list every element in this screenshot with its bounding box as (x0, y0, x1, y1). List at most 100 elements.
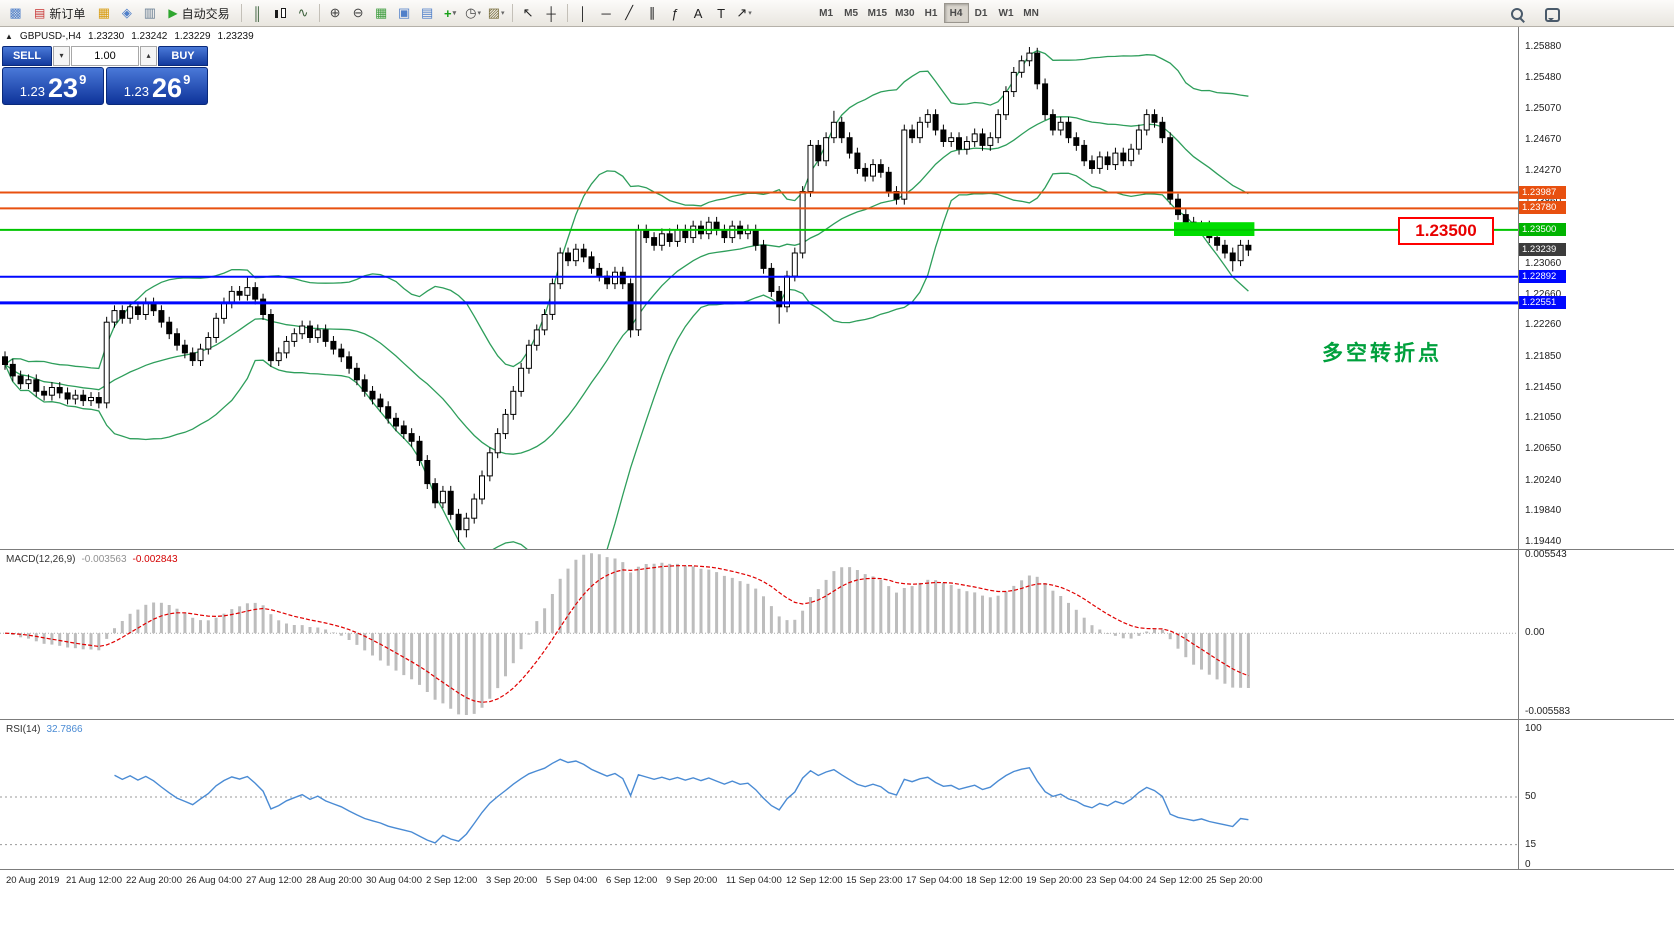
chart-window: ▲ GBPUSD-,H4 1.23230 1.23242 1.23229 1.2… (0, 27, 1674, 891)
macd-indicator-canvas[interactable] (0, 549, 1518, 719)
panel-divider[interactable] (0, 719, 1674, 720)
timeframe-m30-button[interactable]: M30 (891, 3, 918, 23)
time-axis-label: 30 Aug 04:00 (366, 875, 422, 886)
price-line-badge: 1.23239 (1519, 242, 1566, 256)
time-axis-label: 9 Sep 20:00 (666, 875, 718, 886)
cascade-windows-icon[interactable]: ▣ (397, 5, 411, 20)
close-value: 1.23239 (217, 31, 254, 42)
price-axis-label: 1.20650 (1525, 442, 1562, 454)
time-axis-label: 3 Sep 20:00 (486, 875, 538, 886)
rsi-indicator-canvas[interactable] (0, 719, 1518, 869)
time-axis-label: 25 Sep 20:00 (1206, 875, 1263, 886)
fibonacci-icon[interactable]: ƒ (671, 5, 679, 21)
price-axis-label: 1.25070 (1525, 103, 1562, 115)
timeframe-h4-button[interactable]: H4 (943, 3, 969, 23)
open-value: 1.23230 (88, 31, 125, 42)
terminal-icon[interactable]: ▥ (143, 5, 156, 20)
label-icon[interactable]: T (717, 5, 726, 21)
price-axis-label: 1.25480 (1525, 71, 1562, 83)
price-line-badge: 1.23780 (1519, 201, 1566, 215)
autotrading-button[interactable]: ▶ 自动交易 (161, 3, 236, 24)
timeframe-m5-button[interactable]: M5 (839, 3, 864, 23)
sell-price-button[interactable]: 1.23 23 9 (2, 67, 104, 105)
buy-price-point: 9 (183, 72, 191, 87)
bar-chart-icon[interactable]: ║ (252, 5, 262, 21)
timeframe-h1-button[interactable]: H1 (919, 3, 944, 23)
market-watch-icon[interactable]: ▦ (97, 5, 110, 20)
periods-button[interactable]: ◷ ▾ (465, 5, 482, 20)
sell-button[interactable]: SELL (2, 46, 52, 66)
text-icon[interactable]: A (693, 5, 703, 21)
toolbar-separator (318, 4, 320, 22)
low-value: 1.23229 (174, 31, 211, 42)
turning-point-annotation[interactable]: 多空转折点 (1322, 342, 1442, 365)
price-axis-label: 1.24270 (1525, 164, 1562, 176)
macd-signal-value: -0.002843 (132, 554, 178, 565)
zoom-out-icon[interactable]: ⊖ (352, 5, 364, 20)
autotrading-label: 自动交易 (181, 6, 230, 21)
macd-axis-label: 0.005543 (1525, 549, 1567, 560)
time-axis-label: 24 Sep 12:00 (1146, 875, 1203, 886)
candlestick-chart-icon[interactable] (269, 3, 292, 24)
rsi-label: RSI(14) 32.7866 (6, 724, 83, 735)
volume-increase-button[interactable]: ▴ (140, 46, 157, 66)
channel-icon[interactable]: ∥ (648, 5, 656, 20)
buy-price-button[interactable]: 1.23 26 9 (106, 67, 208, 105)
collapse-panel-icon[interactable]: ▲ (5, 32, 13, 41)
rsi-axis-label: 100 (1525, 723, 1542, 734)
panel-divider[interactable] (0, 549, 1674, 550)
vertical-line-icon[interactable]: │ (579, 5, 588, 21)
main-toolbar: ▩ ▤ 新订单 ▦ ◈ ▥ ▶ 自动交易 ║ ∿ ⊕ ⊖ ▦ ▣ ▤ + ▾ ◷ ▾ ▨ ▾ ↖ ┼ │… (0, 0, 1674, 27)
arrange-windows-icon[interactable]: ▤ (420, 5, 434, 20)
timeframe-m15-button[interactable]: M15 (864, 3, 891, 23)
price-axis-label: 1.23060 (1525, 257, 1562, 269)
navigator-icon[interactable]: ◈ (121, 5, 132, 20)
timeframe-w1-button[interactable]: W1 (994, 3, 1019, 23)
macd-axis[interactable]: 0.005543 0.00 -0.005583 (1519, 549, 1674, 719)
indicators-button[interactable]: + ▾ (444, 5, 457, 21)
price-axis-label: 1.19440 (1525, 536, 1562, 547)
new-order-button[interactable]: ▤ 新订单 (27, 3, 92, 24)
search-icon[interactable] (1506, 4, 1529, 25)
sell-price-point: 9 (79, 72, 87, 87)
price-axis-label: 1.19840 (1525, 505, 1562, 517)
price-axis-label: 1.25880 (1525, 41, 1562, 52)
autotrading-icon: ▶ (168, 6, 178, 20)
arrows-icon[interactable]: ↗ ▾ (736, 5, 752, 20)
app-icon: ▩ (9, 5, 22, 20)
price-line-badge: 1.23987 (1519, 185, 1566, 199)
macd-axis-label: -0.005583 (1525, 706, 1571, 717)
horizontal-line-icon[interactable]: ─ (601, 5, 611, 21)
trendline-icon[interactable]: ╱ (625, 5, 634, 20)
macd-axis-label: 0.00 (1525, 627, 1545, 639)
time-axis-label: 27 Aug 12:00 (246, 875, 302, 886)
time-axis-label: 15 Sep 23:00 (846, 875, 903, 886)
price-axis-label: 1.22660 (1525, 288, 1562, 300)
sell-price-prefix: 1.23 (19, 84, 46, 100)
cursor-icon[interactable]: ↖ (522, 5, 534, 20)
main-chart-canvas[interactable] (0, 27, 1518, 549)
tile-windows-icon[interactable]: ▦ (374, 5, 388, 20)
buy-button[interactable]: BUY (158, 46, 208, 66)
templates-button[interactable]: ▨ ▾ (487, 5, 505, 20)
volume-input[interactable] (71, 46, 139, 66)
time-axis[interactable]: 20 Aug 2019 21 Aug 12:00 22 Aug 20:00 26 Au… (0, 870, 1674, 891)
timeframe-d1-button[interactable]: D1 (969, 3, 994, 23)
time-axis-label: 28 Aug 20:00 (306, 875, 362, 886)
line-chart-icon[interactable]: ∿ (297, 5, 309, 20)
chat-icon[interactable] (1541, 4, 1564, 25)
time-axis-label: 26 Aug 04:00 (186, 875, 242, 886)
buy-price-pips: 26 (152, 73, 183, 104)
timeframe-m1-button[interactable]: M1 (814, 3, 839, 23)
time-axis-label: 17 Sep 04:00 (906, 875, 963, 886)
rsi-axis[interactable]: 100 50 15 0 (1519, 719, 1674, 870)
volume-decrease-button[interactable]: ▾ (53, 46, 70, 66)
crosshair-icon[interactable]: ┼ (546, 5, 556, 21)
zoom-in-icon[interactable]: ⊕ (329, 5, 341, 20)
price-axis[interactable]: 1.258801.254801.250701.246701.242701.238… (1519, 27, 1674, 549)
timeframe-mn-button[interactable]: MN (1019, 3, 1044, 23)
price-level-annotation[interactable]: 1.23500 (1398, 217, 1494, 245)
price-axis-label: 1.21450 (1525, 381, 1562, 393)
time-axis-label: 5 Sep 04:00 (546, 875, 598, 886)
rsi-axis-label: 50 (1525, 791, 1537, 802)
